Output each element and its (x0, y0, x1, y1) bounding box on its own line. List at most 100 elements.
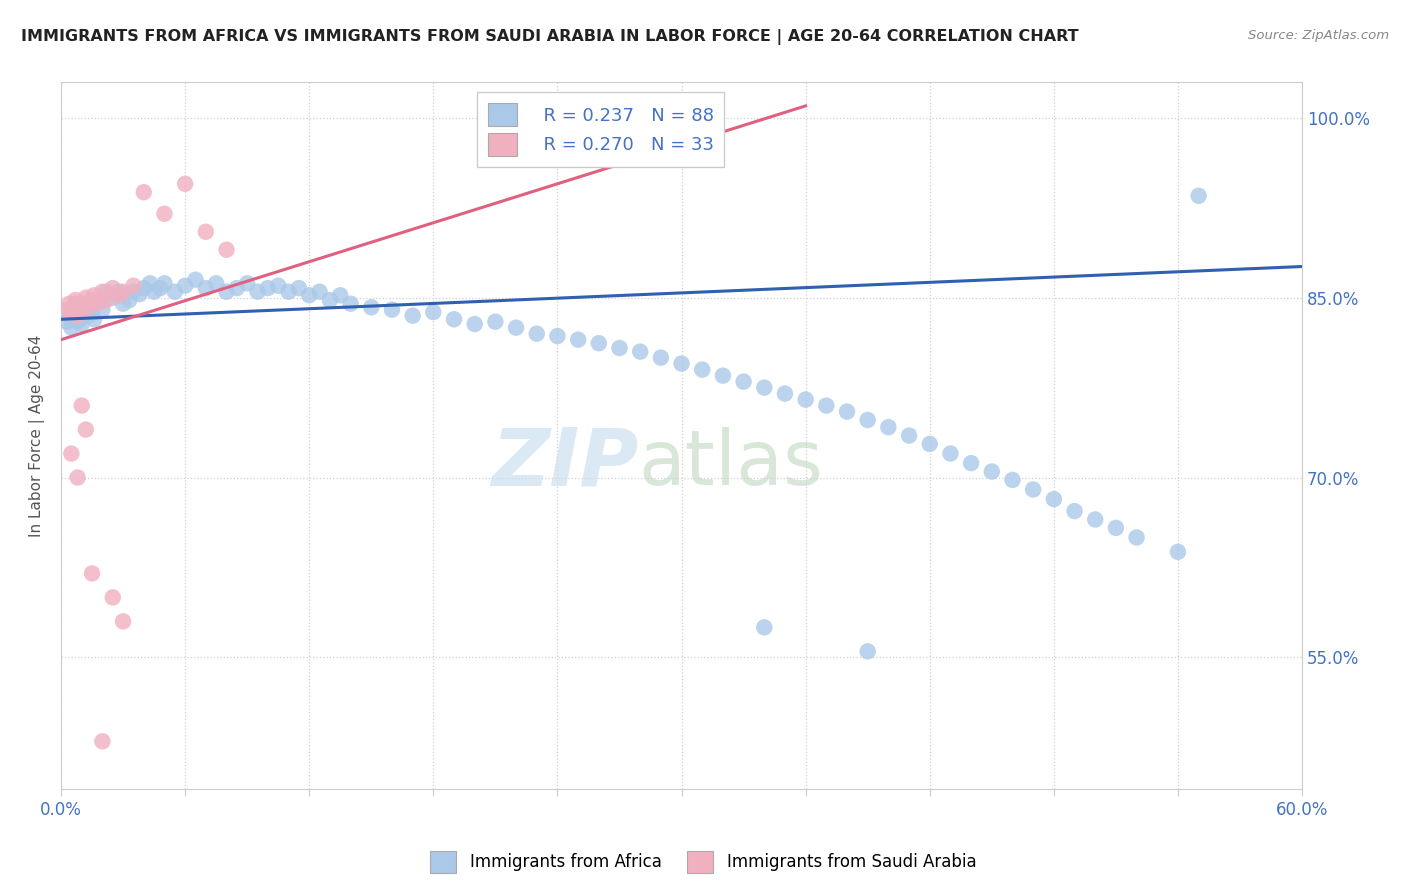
Point (298, 288, 321, 302)
Point (65, 293, 87, 307)
Point (794, 392, 817, 407)
Point (484, 315, 506, 329)
Point (69, 300, 91, 314)
Point (588, 336, 610, 351)
Legend:   R = 0.237   N = 88,   R = 0.270   N = 33: R = 0.237 N = 88, R = 0.270 N = 33 (478, 93, 724, 167)
Point (194, 225, 217, 239)
Point (70, 399, 93, 413)
Point (80, 305, 103, 319)
Point (96, 285, 118, 299)
Point (773, 386, 796, 401)
Point (1084, 512, 1107, 526)
Point (381, 302, 404, 317)
Point (60, 446, 83, 460)
Point (58, 309, 80, 323)
Point (66, 470, 89, 484)
Point (898, 428, 921, 442)
Point (132, 185, 155, 199)
Point (308, 285, 330, 299)
Point (628, 344, 651, 359)
Legend: Immigrants from Africa, Immigrants from Saudi Arabia: Immigrants from Africa, Immigrants from … (423, 845, 983, 880)
Point (118, 293, 141, 307)
Point (856, 413, 879, 427)
Point (505, 320, 527, 334)
Point (1001, 473, 1024, 487)
Point (66, 309, 89, 323)
Point (112, 615, 135, 629)
Point (939, 446, 962, 460)
Point (225, 281, 247, 295)
Point (918, 437, 941, 451)
Point (464, 317, 486, 331)
Point (139, 277, 162, 291)
Point (422, 305, 444, 319)
Point (1105, 521, 1128, 535)
Point (75, 423, 97, 437)
Point (401, 309, 423, 323)
Point (960, 456, 983, 470)
Point (163, 285, 186, 299)
Point (69, 312, 91, 326)
Point (80, 566, 103, 581)
Point (153, 277, 176, 291)
Point (754, 620, 776, 634)
Point (66, 315, 89, 329)
Point (153, 207, 176, 221)
Point (91, 734, 114, 748)
Point (1063, 504, 1085, 518)
Point (77, 300, 100, 314)
Point (79, 300, 101, 314)
Point (91, 285, 114, 299)
Point (108, 288, 131, 302)
Point (60, 320, 83, 334)
Point (149, 281, 172, 295)
Point (215, 243, 238, 257)
Point (174, 278, 197, 293)
Point (650, 351, 672, 365)
Point (877, 420, 900, 434)
Point (690, 362, 713, 376)
Point (733, 375, 755, 389)
Point (60, 305, 83, 319)
Point (174, 177, 197, 191)
Point (101, 591, 124, 605)
Point (288, 281, 311, 295)
Point (143, 285, 166, 299)
Point (70, 317, 93, 331)
Point (980, 465, 1002, 479)
Point (91, 302, 114, 317)
Text: Source: ZipAtlas.com: Source: ZipAtlas.com (1249, 29, 1389, 42)
Point (184, 273, 207, 287)
Point (205, 277, 228, 291)
Point (267, 278, 290, 293)
Point (609, 341, 631, 355)
Text: ZIP: ZIP (491, 425, 638, 503)
Point (83, 312, 105, 326)
Point (112, 285, 135, 299)
Point (112, 296, 135, 310)
Point (1022, 483, 1045, 497)
Point (194, 281, 217, 295)
Point (754, 381, 776, 395)
Point (62, 300, 84, 314)
Point (70, 305, 93, 319)
Point (329, 288, 352, 302)
Point (83, 288, 105, 302)
Point (835, 404, 858, 418)
Point (87, 293, 110, 307)
Point (246, 285, 269, 299)
Point (1125, 531, 1147, 545)
Point (236, 277, 259, 291)
Point (87, 296, 110, 310)
Point (711, 368, 734, 383)
Point (1167, 545, 1189, 559)
Point (101, 281, 124, 295)
Point (65, 296, 87, 310)
Text: atlas: atlas (638, 427, 823, 500)
Point (546, 329, 568, 343)
Point (856, 644, 879, 658)
Point (73, 302, 96, 317)
Point (56, 315, 79, 329)
Point (56, 302, 79, 317)
Point (257, 281, 280, 295)
